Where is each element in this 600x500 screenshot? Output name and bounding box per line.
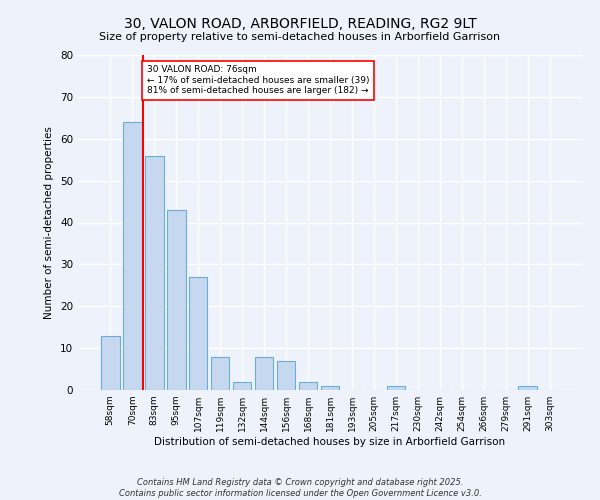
Bar — [255, 356, 274, 390]
Y-axis label: Number of semi-detached properties: Number of semi-detached properties — [44, 126, 55, 319]
Text: Size of property relative to semi-detached houses in Arborfield Garrison: Size of property relative to semi-detach… — [100, 32, 500, 42]
Bar — [189, 277, 208, 390]
Bar — [167, 210, 185, 390]
Text: Contains HM Land Registry data © Crown copyright and database right 2025.
Contai: Contains HM Land Registry data © Crown c… — [119, 478, 481, 498]
Bar — [123, 122, 142, 390]
Bar — [211, 356, 229, 390]
Text: 30 VALON ROAD: 76sqm
← 17% of semi-detached houses are smaller (39)
81% of semi-: 30 VALON ROAD: 76sqm ← 17% of semi-detac… — [146, 66, 369, 96]
Bar — [320, 386, 340, 390]
Bar — [145, 156, 164, 390]
Bar — [101, 336, 119, 390]
Bar — [233, 382, 251, 390]
Text: 30, VALON ROAD, ARBORFIELD, READING, RG2 9LT: 30, VALON ROAD, ARBORFIELD, READING, RG2… — [124, 18, 476, 32]
Bar — [386, 386, 405, 390]
Bar — [299, 382, 317, 390]
X-axis label: Distribution of semi-detached houses by size in Arborfield Garrison: Distribution of semi-detached houses by … — [154, 437, 506, 447]
Bar — [277, 360, 295, 390]
Bar — [518, 386, 537, 390]
